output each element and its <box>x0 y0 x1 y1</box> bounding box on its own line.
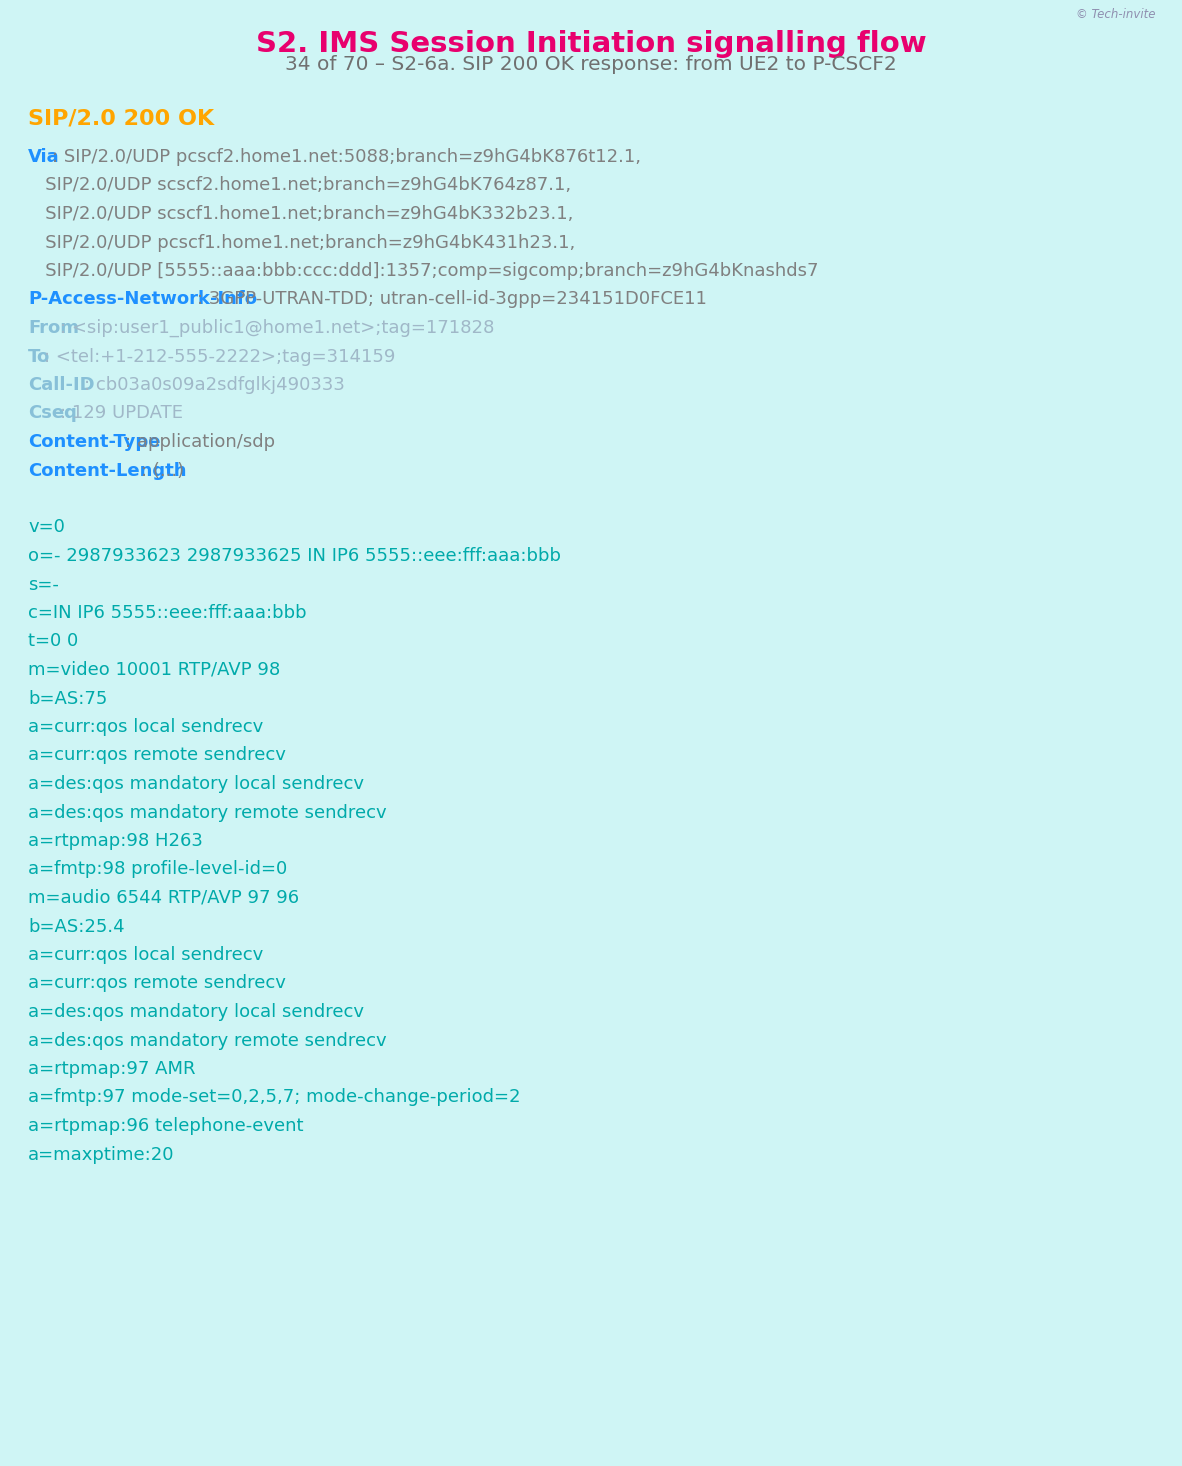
Text: a=maxptime:20: a=maxptime:20 <box>28 1145 175 1164</box>
Text: a=curr:qos local sendrecv: a=curr:qos local sendrecv <box>28 946 264 965</box>
Text: SIP/2.0/UDP [5555::aaa:bbb:ccc:ddd]:1357;comp=sigcomp;branch=z9hG4bKnashds7: SIP/2.0/UDP [5555::aaa:bbb:ccc:ddd]:1357… <box>28 262 818 280</box>
Text: Content-Length: Content-Length <box>28 462 187 479</box>
Text: SIP/2.0/UDP pcscf1.home1.net;branch=z9hG4bK431h23.1,: SIP/2.0/UDP pcscf1.home1.net;branch=z9hG… <box>28 233 576 252</box>
Text: a=curr:qos remote sendrecv: a=curr:qos remote sendrecv <box>28 975 286 992</box>
Text: : <tel:+1-212-555-2222>;tag=314159: : <tel:+1-212-555-2222>;tag=314159 <box>44 347 396 365</box>
Text: a=rtpmap:97 AMR: a=rtpmap:97 AMR <box>28 1060 195 1078</box>
Text: m=audio 6544 RTP/AVP 97 96: m=audio 6544 RTP/AVP 97 96 <box>28 888 299 907</box>
Text: : 3GPP-UTRAN-TDD; utran-cell-id-3gpp=234151D0FCE11: : 3GPP-UTRAN-TDD; utran-cell-id-3gpp=234… <box>197 290 707 308</box>
Text: v=0: v=0 <box>28 519 65 537</box>
Text: a=des:qos mandatory remote sendrecv: a=des:qos mandatory remote sendrecv <box>28 803 387 821</box>
Text: b=AS:75: b=AS:75 <box>28 689 108 708</box>
Text: SIP/2.0 200 OK: SIP/2.0 200 OK <box>28 108 214 128</box>
Text: a=des:qos mandatory local sendrecv: a=des:qos mandatory local sendrecv <box>28 1003 364 1020</box>
Text: P-Access-Network-Info: P-Access-Network-Info <box>28 290 256 308</box>
Text: From: From <box>28 320 79 337</box>
Text: SIP/2.0/UDP scscf1.home1.net;branch=z9hG4bK332b23.1,: SIP/2.0/UDP scscf1.home1.net;branch=z9hG… <box>28 205 573 223</box>
Text: SIP/2.0/UDP scscf2.home1.net;branch=z9hG4bK764z87.1,: SIP/2.0/UDP scscf2.home1.net;branch=z9hG… <box>28 176 571 195</box>
Text: a=des:qos mandatory local sendrecv: a=des:qos mandatory local sendrecv <box>28 776 364 793</box>
Text: : (...): : (...) <box>141 462 184 479</box>
Text: a=des:qos mandatory remote sendrecv: a=des:qos mandatory remote sendrecv <box>28 1032 387 1050</box>
Text: Call-ID: Call-ID <box>28 375 95 394</box>
Text: b=AS:25.4: b=AS:25.4 <box>28 918 124 935</box>
Text: a=curr:qos local sendrecv: a=curr:qos local sendrecv <box>28 718 264 736</box>
Text: Cseq: Cseq <box>28 405 77 422</box>
Text: © Tech-invite: © Tech-invite <box>1076 7 1155 21</box>
Text: a=fmtp:97 mode-set=0,2,5,7; mode-change-period=2: a=fmtp:97 mode-set=0,2,5,7; mode-change-… <box>28 1088 520 1107</box>
Text: Via: Via <box>28 148 59 166</box>
Text: c=IN IP6 5555::eee:fff:aaa:bbb: c=IN IP6 5555::eee:fff:aaa:bbb <box>28 604 306 622</box>
Text: Content-Type: Content-Type <box>28 432 161 452</box>
Text: a=curr:qos remote sendrecv: a=curr:qos remote sendrecv <box>28 746 286 764</box>
Text: m=video 10001 RTP/AVP 98: m=video 10001 RTP/AVP 98 <box>28 661 280 679</box>
Text: : application/sdp: : application/sdp <box>125 432 275 452</box>
Text: t=0 0: t=0 0 <box>28 632 78 651</box>
Text: : SIP/2.0/UDP pcscf2.home1.net:5088;branch=z9hG4bK876t12.1,: : SIP/2.0/UDP pcscf2.home1.net:5088;bran… <box>52 148 641 166</box>
Text: : cb03a0s09a2sdfglkj490333: : cb03a0s09a2sdfglkj490333 <box>84 375 345 394</box>
Text: S2. IMS Session Initiation signalling flow: S2. IMS Session Initiation signalling fl… <box>255 29 927 59</box>
Text: : 129 UPDATE: : 129 UPDATE <box>60 405 183 422</box>
Text: a=rtpmap:96 telephone-event: a=rtpmap:96 telephone-event <box>28 1117 304 1135</box>
Text: To: To <box>28 347 51 365</box>
Text: 34 of 70 – S2-6a. SIP 200 OK response: from UE2 to P-CSCF2: 34 of 70 – S2-6a. SIP 200 OK response: f… <box>285 56 897 73</box>
Text: a=fmtp:98 profile-level-id=0: a=fmtp:98 profile-level-id=0 <box>28 861 287 878</box>
Text: a=rtpmap:98 H263: a=rtpmap:98 H263 <box>28 833 203 850</box>
Text: s=-: s=- <box>28 576 59 594</box>
Text: : <sip:user1_public1@home1.net>;tag=171828: : <sip:user1_public1@home1.net>;tag=1718… <box>60 320 494 337</box>
Text: o=- 2987933623 2987933625 IN IP6 5555::eee:fff:aaa:bbb: o=- 2987933623 2987933625 IN IP6 5555::e… <box>28 547 561 564</box>
